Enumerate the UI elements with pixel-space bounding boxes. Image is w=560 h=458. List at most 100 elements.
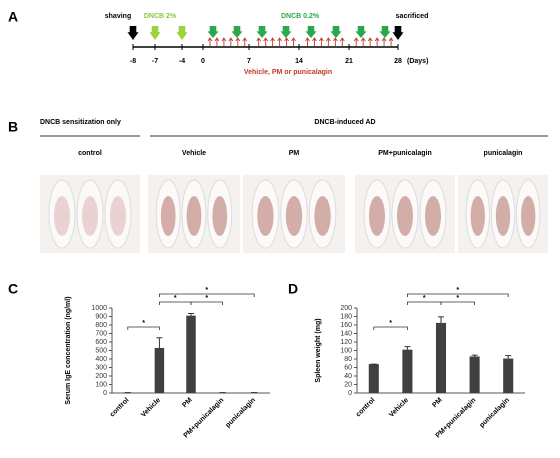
significance-label: * [389, 320, 392, 327]
group-name: PM+punicalagin [378, 150, 431, 157]
bar [402, 349, 413, 393]
y-tick-label: 140 [340, 330, 352, 337]
y-axis-title: Spleen weight (mg) [315, 318, 322, 382]
arrow-dncb-low [231, 26, 243, 38]
event-label: sacrificed [396, 13, 429, 20]
day-label: -7 [152, 58, 158, 65]
panel-label: D [288, 281, 298, 297]
group-name: Vehicle [182, 150, 206, 157]
arrow-treatment [214, 37, 220, 46]
x-tick-label: PM [431, 397, 443, 409]
bar [154, 347, 165, 393]
arrow-dncb-high [176, 26, 188, 40]
y-tick-label: 60 [344, 364, 352, 371]
y-tick-label: 100 [340, 347, 352, 354]
y-tick-label: 0 [348, 390, 352, 397]
day-label: -8 [130, 58, 136, 65]
y-tick-label: 200 [95, 373, 107, 380]
y-tick-label: 120 [340, 339, 352, 346]
y-tick-label: 1000 [91, 305, 107, 312]
significance-label: * [142, 320, 145, 327]
x-tick-label: Vehicle [140, 397, 162, 419]
arrow-treatment [388, 37, 394, 46]
event-label: DNCB 0.2% [281, 13, 320, 20]
arrow-treatment [256, 37, 262, 46]
group-header: DNCB-induced AD [314, 119, 375, 126]
arrow-shaving [127, 26, 139, 40]
day-label: 28 [394, 58, 402, 65]
lesion [397, 196, 413, 236]
day-label: -4 [179, 58, 185, 65]
significance-bracket [127, 326, 160, 330]
significance-bracket [159, 293, 255, 297]
arrow-dncb-low [256, 26, 268, 38]
lesion [186, 196, 202, 236]
arrow-dncb-low [305, 26, 317, 38]
error-bar [505, 355, 512, 359]
y-tick-label: 700 [95, 330, 107, 337]
significance-bracket [159, 301, 192, 305]
arrow-treatment [228, 37, 234, 46]
lesion [470, 196, 485, 236]
x-tick-label: control [355, 397, 377, 419]
arrow-treatment [277, 37, 282, 46]
y-tick-label: 500 [95, 347, 107, 354]
significance-label: * [205, 295, 208, 302]
significance-label: * [423, 295, 426, 302]
arrow-treatment [374, 37, 380, 46]
treatment-label: Vehicle, PM or punicalagin [244, 69, 332, 76]
y-tick-label: 400 [95, 356, 107, 363]
x-tick-label: PM [181, 397, 193, 409]
y-tick-label: 600 [95, 339, 107, 346]
arrow-treatment [312, 37, 317, 46]
photo-strip: DNCB sensitization only DNCB-induced AD co… [40, 119, 548, 253]
lesion [369, 196, 385, 236]
y-tick-label: 180 [340, 313, 352, 320]
lesion [425, 196, 441, 236]
x-tick-label: control [109, 397, 131, 419]
day-label: 14 [295, 58, 303, 65]
group-name: control [78, 150, 102, 157]
significance-bracket [190, 301, 223, 305]
panel-label: A [8, 9, 18, 25]
y-axis-title: Serum IgE concentration (ng/ml) [65, 296, 72, 404]
arrow-treatment [353, 37, 359, 46]
panel-label: B [8, 119, 18, 135]
lesion [82, 196, 98, 236]
event-label: shaving [105, 13, 131, 20]
lesion [110, 196, 126, 236]
arrow-dncb-low [330, 26, 342, 38]
lesion [285, 196, 303, 236]
arrow-treatment [242, 37, 248, 46]
arrow-treatment [270, 37, 276, 46]
arrow-treatment [305, 37, 310, 46]
error-bar [438, 316, 444, 323]
significance-label: * [205, 287, 208, 294]
arrow-treatment [367, 37, 373, 46]
lesion [212, 196, 228, 236]
arrow-treatment [235, 37, 241, 46]
lesion [160, 196, 176, 236]
x-tick-label: punicalagin [224, 397, 256, 429]
arrow-treatment [263, 37, 269, 46]
arrow-dncb-low [280, 26, 292, 38]
y-tick-label: 40 [344, 373, 352, 380]
x-tick-label: punicalagin [478, 397, 510, 429]
y-tick-label: 800 [95, 322, 107, 329]
error-bar [471, 354, 478, 357]
day-label: 21 [345, 58, 353, 65]
day-unit: (Days) [407, 58, 428, 65]
group-name: punicalagin [484, 150, 523, 157]
bar [435, 322, 447, 393]
event-label: DNCB 2% [144, 13, 177, 20]
y-tick-label: 0 [103, 390, 107, 397]
day-label: 0 [201, 58, 205, 65]
significance-bracket [407, 293, 509, 297]
arrow-treatment [284, 37, 289, 46]
arrow-dncb-low [379, 26, 391, 38]
y-tick-label: 900 [95, 313, 107, 320]
arrow-treatment [221, 37, 227, 46]
significance-bracket [407, 301, 442, 305]
significance-label: * [456, 287, 459, 294]
